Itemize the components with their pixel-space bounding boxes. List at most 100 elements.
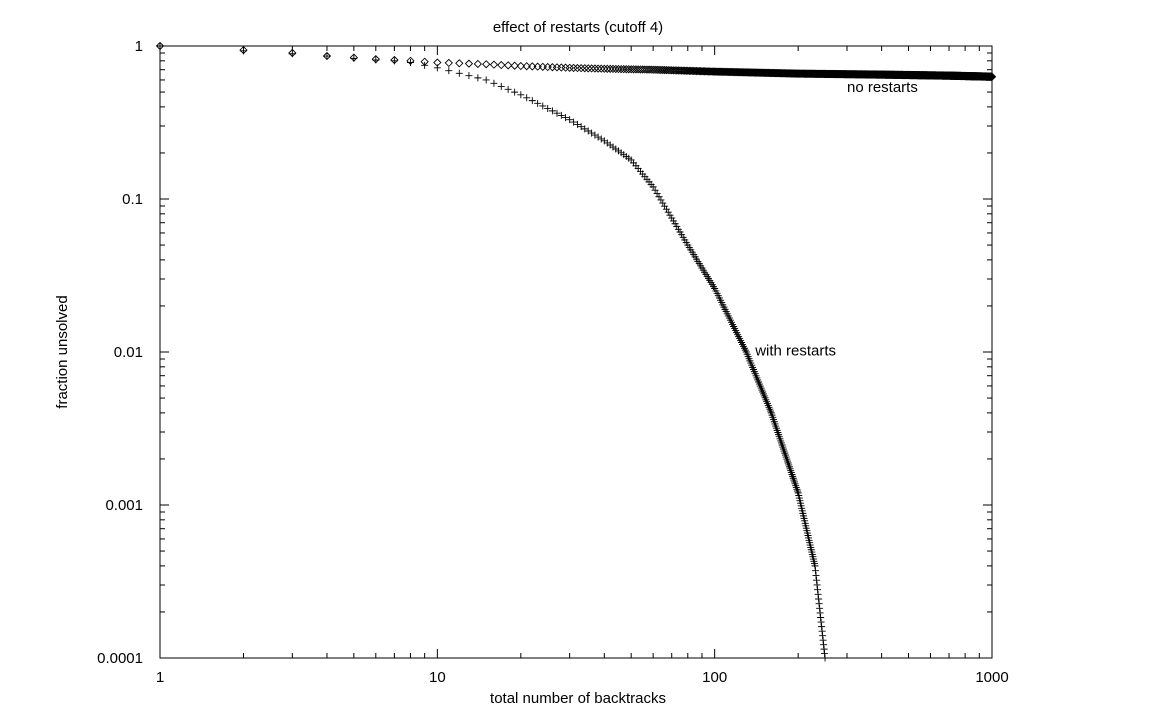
- tick-labels: 1 10 100 1000 0.0001 0.001 0.01 0.1 1: [97, 38, 1009, 686]
- diamond-marker: [987, 72, 997, 81]
- diamond-marker: [606, 64, 615, 74]
- diamond-marker: [528, 62, 537, 71]
- plus-marker: [570, 118, 578, 126]
- plus-marker: [573, 120, 581, 128]
- plus-marker: [659, 199, 667, 207]
- diamond-marker: [510, 61, 519, 70]
- diamond-marker: [597, 64, 606, 73]
- diamond-marker: [652, 65, 662, 74]
- diamond-marker: [576, 63, 586, 73]
- plus-marker: [553, 109, 561, 117]
- plus-marker: [372, 56, 380, 64]
- diamond-marker: [548, 63, 557, 72]
- plus-marker: [794, 487, 802, 495]
- plus-marker: [523, 94, 531, 102]
- diamond-marker: [587, 64, 596, 73]
- diamond-marker: [473, 59, 482, 69]
- plus-marker: [819, 636, 827, 644]
- plus-marker: [474, 74, 482, 82]
- plus-marker: [766, 405, 774, 413]
- plus-marker: [455, 69, 463, 77]
- plus-marker: [764, 401, 772, 409]
- diamond-marker: [629, 65, 638, 74]
- plus-marker: [781, 451, 789, 459]
- plus-marker: [465, 72, 473, 80]
- chart-title: effect of restarts (cutoff 4): [493, 19, 663, 36]
- plus-marker: [813, 581, 821, 589]
- plus-marker: [421, 61, 429, 69]
- plus-marker: [669, 217, 677, 225]
- diamond-marker: [627, 65, 636, 74]
- plus-marker: [818, 623, 826, 631]
- plus-marker: [782, 453, 790, 461]
- diamond-marker: [611, 64, 620, 74]
- plus-marker: [821, 654, 829, 662]
- plus-marker: [671, 220, 679, 228]
- diamond-marker: [543, 62, 552, 72]
- y-axis-label: fraction unsolved: [54, 295, 71, 408]
- plus-marker: [789, 474, 797, 482]
- plus-marker: [497, 82, 505, 90]
- plus-marker: [765, 403, 773, 411]
- plus-marker: [820, 641, 828, 649]
- diamond-marker: [489, 60, 499, 69]
- x-axis-label: total number of backtracks: [490, 690, 666, 707]
- diamond-marker: [603, 64, 612, 73]
- y-tick-label: 1: [135, 38, 143, 55]
- diamond-marker: [631, 65, 641, 74]
- plus-marker: [597, 135, 605, 143]
- plus-marker: [504, 85, 512, 93]
- diamond-marker: [482, 60, 491, 69]
- plus-marker: [651, 186, 659, 194]
- plus-marker: [517, 91, 525, 99]
- annotation-label: no restarts: [847, 79, 918, 96]
- plus-marker: [548, 107, 556, 115]
- plus-marker: [534, 99, 542, 107]
- plus-marker: [817, 613, 825, 621]
- diamond-marker: [444, 58, 453, 68]
- plus-marker: [156, 42, 164, 50]
- diamond-marker: [522, 62, 531, 71]
- plus-marker: [792, 482, 800, 490]
- annotation-label: with restarts: [754, 342, 836, 359]
- plus-marker: [406, 59, 414, 67]
- plus-marker: [482, 76, 490, 84]
- plus-marker: [789, 472, 797, 480]
- diamond-marker: [569, 63, 578, 73]
- plus-marker: [653, 190, 661, 198]
- diamond-marker: [656, 65, 666, 75]
- plus-marker: [816, 604, 824, 612]
- plus-marker: [666, 211, 674, 219]
- plus-marker: [813, 576, 821, 584]
- diamond-marker: [650, 65, 660, 74]
- plus-marker: [577, 123, 585, 131]
- plus-marker: [511, 88, 519, 96]
- plus-marker: [816, 609, 824, 617]
- plus-marker: [350, 54, 358, 62]
- y-tick-label: 0.001: [105, 497, 143, 514]
- plus-marker: [812, 571, 820, 579]
- diamond-marker: [497, 60, 506, 70]
- plot-frame: [159, 45, 993, 659]
- y-tick-label: 0.0001: [97, 650, 143, 667]
- plus-marker: [790, 476, 798, 484]
- plus-marker: [664, 208, 672, 216]
- diamond-marker: [573, 63, 582, 73]
- plus-marker: [594, 133, 602, 141]
- plus-marker: [820, 645, 828, 653]
- diamond-marker: [503, 61, 513, 70]
- series-with-restarts: [156, 42, 829, 662]
- diamond-marker: [658, 65, 667, 75]
- x-tick-label: 100: [702, 669, 727, 686]
- plus-marker: [544, 104, 552, 112]
- plus-marker: [288, 50, 296, 58]
- diamond-marker: [699, 67, 708, 76]
- plus-marker: [741, 346, 749, 354]
- diamond-marker: [622, 65, 631, 74]
- plus-marker: [239, 47, 247, 55]
- plus-marker: [784, 459, 792, 467]
- plus-marker: [815, 600, 823, 608]
- plus-marker: [814, 586, 822, 594]
- plus-marker: [736, 335, 744, 343]
